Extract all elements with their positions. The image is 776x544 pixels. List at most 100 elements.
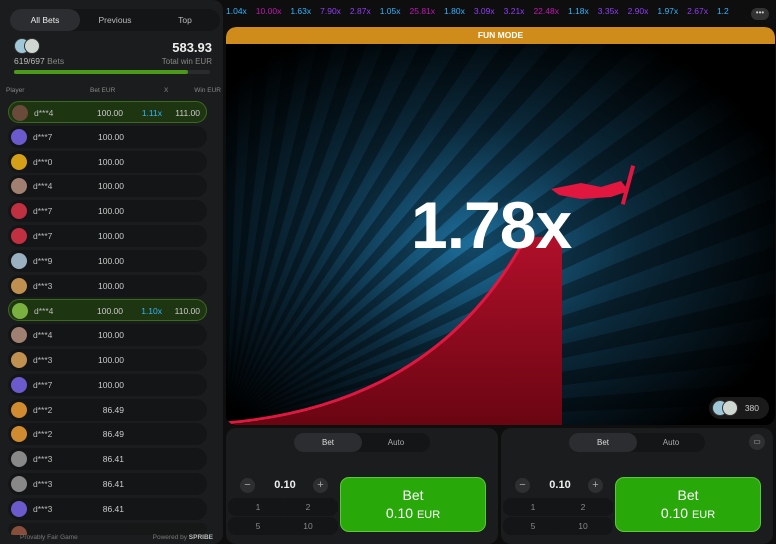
avatar <box>11 153 27 170</box>
bet-amount: 100.00 <box>98 181 124 192</box>
player-name: d***4 <box>33 330 53 341</box>
plus-button[interactable]: + <box>313 478 328 493</box>
table-row: d***4 100.00 1.10x 110.00 <box>8 299 207 322</box>
avatar <box>11 526 27 535</box>
history-multiplier[interactable]: 7.90x <box>320 6 341 16</box>
tab-bet[interactable]: Bet <box>569 433 637 452</box>
table-row: d***3 100.00 <box>8 274 207 297</box>
game-canvas: FUN MODE 1.78x 380 <box>226 27 775 425</box>
quick-amount-1[interactable]: 1 <box>503 498 563 516</box>
bet-button[interactable]: Bet 0.10 EUR <box>615 477 761 532</box>
bet-amount: 100.00 <box>98 156 124 167</box>
history-multiplier[interactable]: 1.05x <box>379 6 401 16</box>
current-multiplier: 1.78x <box>411 188 572 262</box>
quick-amount-1[interactable]: 1 <box>228 498 288 516</box>
history-multiplier[interactable]: 2.90x <box>627 6 649 16</box>
history-multiplier[interactable]: 22.48x <box>533 6 559 16</box>
tab-auto[interactable]: Auto <box>387 438 405 447</box>
bet-amount: 100.00 <box>98 355 124 365</box>
bets-stats: 619/697 Bets 583.93 Total win EUR <box>10 34 220 79</box>
online-players[interactable]: 380 <box>709 397 769 419</box>
bet-button[interactable]: Bet 0.10 EUR <box>340 477 486 532</box>
quick-amount-2[interactable]: 2 <box>553 498 613 516</box>
table-row: d***9 100.00 <box>8 249 207 272</box>
history-multiplier[interactable]: 1.18x <box>567 6 589 16</box>
ray <box>226 27 306 425</box>
tab-all-bets[interactable]: All Bets <box>10 9 80 31</box>
player-name: d***3 <box>33 280 53 291</box>
player-name: d***2 <box>33 429 53 440</box>
ray <box>226 27 657 425</box>
history-multiplier[interactable]: 1.80x <box>444 6 465 16</box>
bet-value: 0.10 <box>385 505 414 521</box>
remove-panel-icon[interactable]: ▭ <box>749 434 765 450</box>
player-name: d***4 <box>33 181 53 192</box>
tab-bet[interactable]: Bet <box>294 433 362 452</box>
curve-area <box>226 237 562 425</box>
table-row: d***4 100.00 <box>8 324 207 347</box>
cashout-multiplier: 1.11x <box>141 108 162 118</box>
bet-amount: 100.00 <box>97 108 123 118</box>
player-name: d***3 <box>33 355 53 365</box>
amount-stepper: − 0.10 + <box>238 476 332 496</box>
bet-amount-display: 0.10 EUR <box>616 505 760 521</box>
table-row: d***7 100.00 <box>8 373 207 396</box>
history-multiplier[interactable]: 3.09x <box>473 6 495 16</box>
avatar-group <box>14 38 44 54</box>
quick-amount-5[interactable]: 5 <box>503 517 563 535</box>
total-win-label: Total win EUR <box>161 57 212 66</box>
avatar <box>11 228 27 244</box>
online-count: 380 <box>744 403 759 413</box>
table-row: d***4 100.00 1.11x 111.00 <box>8 101 207 123</box>
col-win: Win EUR <box>194 87 221 94</box>
avatar <box>11 376 27 393</box>
history-multiplier[interactable]: 1.2 <box>716 6 729 16</box>
history-multiplier[interactable]: 3.21x <box>503 6 525 16</box>
table-row: d***3 86.41 <box>8 497 207 520</box>
bet-mode-tabs: Bet Auto <box>294 433 430 452</box>
bets-tabs: All Bets Previous Top <box>10 9 220 31</box>
brand-logo: SPRIBE <box>188 534 213 541</box>
history-multiplier[interactable]: 1.97x <box>657 6 679 16</box>
history-multiplier[interactable]: 10.00x <box>255 6 282 16</box>
tab-previous[interactable]: Previous <box>98 15 132 25</box>
minus-button[interactable]: − <box>515 478 530 493</box>
table-row: d***0 100.00 <box>8 150 207 173</box>
table-row: d***3 100.00 <box>8 349 207 371</box>
total-win: 583.93 <box>172 40 212 55</box>
tab-top[interactable]: Top <box>178 15 192 25</box>
amount-input[interactable]: 0.10 <box>274 479 296 491</box>
amount-input[interactable]: 0.10 <box>549 479 571 491</box>
bet-panel: Bet Auto − 0.10 + 1 2 5 10 Bet 0.10 EUR <box>226 428 498 544</box>
history-multiplier[interactable]: 1.63x <box>290 6 312 16</box>
history-multiplier[interactable]: 2.67x <box>687 6 708 16</box>
minus-button[interactable]: − <box>240 478 255 493</box>
col-x: X <box>164 87 169 94</box>
plane-icon <box>551 165 636 205</box>
quick-amount-10[interactable]: 10 <box>278 517 338 535</box>
history-multiplier[interactable]: 3.35x <box>597 6 619 16</box>
history-more-button[interactable]: ••• <box>751 8 769 20</box>
provably-fair-link[interactable]: Provably Fair Game <box>20 534 78 541</box>
bet-value: 0.10 <box>660 505 689 521</box>
bets-count: 619/697 Bets <box>14 56 64 66</box>
multiplier-history: 1.04x 10.00x 1.63x 7.90x 2.87x 1.05x 25.81x 1.8… <box>226 6 746 22</box>
currency: EUR <box>416 509 441 521</box>
plus-button[interactable]: + <box>588 478 603 493</box>
avatar <box>11 500 27 517</box>
fun-mode-banner: FUN MODE <box>226 27 775 44</box>
quick-amount-2[interactable]: 2 <box>278 498 338 516</box>
bet-mode-tabs: Bet Auto <box>569 433 705 452</box>
quick-amount-5[interactable]: 5 <box>228 517 288 535</box>
history-multiplier[interactable]: 25.81x <box>409 6 436 16</box>
avatar <box>11 128 27 145</box>
bet-amount: 100.00 <box>98 231 124 241</box>
bet-amount: 100.00 <box>98 280 124 291</box>
player-name: d***7 <box>33 131 53 142</box>
quick-amount-10[interactable]: 10 <box>553 517 613 535</box>
tab-auto[interactable]: Auto <box>662 438 680 447</box>
history-multiplier[interactable]: 2.87x <box>349 6 371 16</box>
ray <box>226 27 540 425</box>
ray <box>226 27 731 425</box>
history-multiplier[interactable]: 1.04x <box>226 6 247 16</box>
